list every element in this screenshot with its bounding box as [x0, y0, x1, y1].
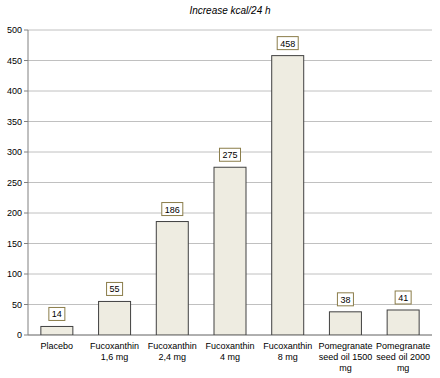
- y-tick-label: 200: [7, 208, 22, 218]
- grid-line: [28, 30, 432, 31]
- data-label: 38: [340, 295, 350, 305]
- y-tick: [24, 274, 28, 275]
- y-tick: [24, 304, 28, 305]
- y-tick-label: 350: [7, 117, 22, 127]
- data-label-box: [277, 37, 298, 50]
- y-tick: [24, 182, 28, 183]
- y-tick-label: 50: [12, 300, 22, 310]
- data-label: 55: [110, 284, 120, 294]
- y-tick-label: 450: [7, 56, 22, 66]
- y-tick-label: 300: [7, 147, 22, 157]
- bars: [41, 56, 419, 335]
- y-tick: [24, 243, 28, 244]
- bar: [214, 167, 246, 335]
- x-tick-label: Pomegranateseed oil 1500mg: [318, 341, 372, 373]
- x-tick-label: Fucoxanthin4 mg: [205, 341, 254, 362]
- data-label-box: [107, 282, 123, 295]
- bar: [99, 301, 131, 335]
- data-label-box: [162, 203, 183, 216]
- y-axis: [28, 30, 29, 335]
- bar: [41, 326, 73, 335]
- x-tick-label: Fucoxanthin8 mg: [263, 341, 312, 362]
- data-label: 186: [165, 205, 180, 215]
- y-tick: [24, 335, 28, 336]
- data-label-box: [395, 291, 411, 304]
- y-tick: [24, 121, 28, 122]
- x-tick-label: Fucoxanthin2,4 mg: [148, 341, 197, 362]
- y-tick-label: 0: [17, 330, 22, 340]
- grid-line: [28, 60, 432, 61]
- grid-line: [28, 121, 432, 122]
- data-label: 275: [222, 150, 237, 160]
- y-tick: [24, 60, 28, 61]
- y-tick: [24, 152, 28, 153]
- bar: [272, 56, 304, 335]
- data-label: 458: [280, 39, 295, 49]
- chart-title: Increase kcal/24 h: [189, 5, 271, 16]
- data-label: 14: [52, 309, 62, 319]
- y-tick-label: 250: [7, 178, 22, 188]
- bar: [156, 222, 188, 335]
- chart-container: Increase kcal/24 h 0 50 100 150 200 250 300 350 4…: [0, 0, 440, 378]
- y-tick-label: 400: [7, 86, 22, 96]
- data-label: 41: [398, 293, 408, 303]
- grid: [28, 30, 432, 335]
- data-label-box: [337, 293, 353, 306]
- chart-svg: Increase kcal/24 h 0 50 100 150 200 250 300 350 4…: [0, 0, 440, 378]
- bar: [329, 312, 361, 335]
- y-tick-label: 150: [7, 239, 22, 249]
- x-tick-label: Pomegranateseed oil 2000mg: [376, 341, 430, 373]
- bar: [387, 310, 419, 335]
- y-tick: [24, 30, 28, 31]
- x-tick-label: Fucoxanthin1,6 mg: [90, 341, 139, 362]
- x-tick-label: Placebo: [41, 341, 74, 351]
- y-tick-label: 100: [7, 269, 22, 279]
- y-tick: [24, 213, 28, 214]
- data-labels: 14 55 186 275 458 38 41: [49, 37, 411, 321]
- y-tick: [24, 91, 28, 92]
- data-label-box: [49, 307, 65, 320]
- data-label-box: [219, 148, 240, 161]
- grid-line: [28, 91, 432, 92]
- y-tick-label: 500: [7, 25, 22, 35]
